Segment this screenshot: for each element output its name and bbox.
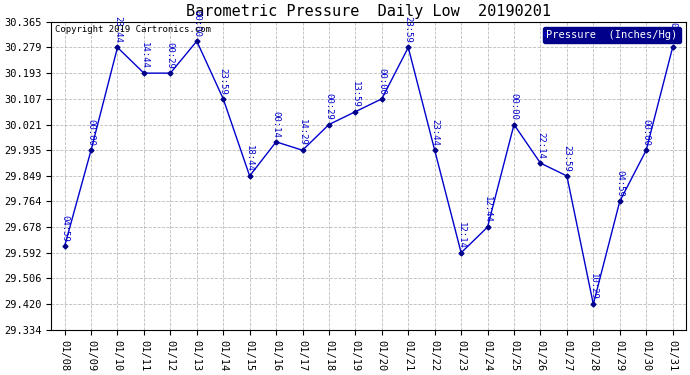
- Text: 22:14: 22:14: [536, 132, 545, 159]
- Text: 00:00: 00:00: [509, 93, 518, 120]
- Text: 00:00: 00:00: [642, 119, 651, 146]
- Text: Copyright 2019 Cartronics.com: Copyright 2019 Cartronics.com: [55, 25, 210, 34]
- Text: 00:29: 00:29: [166, 42, 175, 69]
- Text: 00:00: 00:00: [86, 119, 95, 146]
- Text: 00:2: 00:2: [668, 22, 677, 43]
- Text: 00:00: 00:00: [377, 68, 386, 94]
- Text: 12:14: 12:14: [457, 222, 466, 249]
- Text: 00:14: 00:14: [272, 111, 281, 138]
- Text: 23:59: 23:59: [562, 145, 571, 172]
- Text: 23:59: 23:59: [404, 16, 413, 43]
- Title: Barometric Pressure  Daily Low  20190201: Barometric Pressure Daily Low 20190201: [186, 4, 551, 19]
- Text: 04:59: 04:59: [615, 170, 624, 197]
- Text: 18:44: 18:44: [245, 145, 254, 172]
- Text: 23:59: 23:59: [219, 68, 228, 94]
- Text: 14:44: 14:44: [139, 42, 148, 69]
- Text: 12:44: 12:44: [483, 196, 492, 223]
- Text: 00:00: 00:00: [193, 10, 201, 37]
- Legend: Pressure  (Inches/Hg): Pressure (Inches/Hg): [543, 27, 680, 43]
- Text: 23:44: 23:44: [430, 119, 440, 146]
- Text: 00:29: 00:29: [324, 93, 333, 120]
- Text: 13:59: 13:59: [351, 81, 360, 108]
- Text: 14:29: 14:29: [298, 119, 307, 146]
- Text: 10:29: 10:29: [589, 273, 598, 300]
- Text: 04:59: 04:59: [60, 215, 69, 242]
- Text: 23:44: 23:44: [113, 16, 122, 43]
